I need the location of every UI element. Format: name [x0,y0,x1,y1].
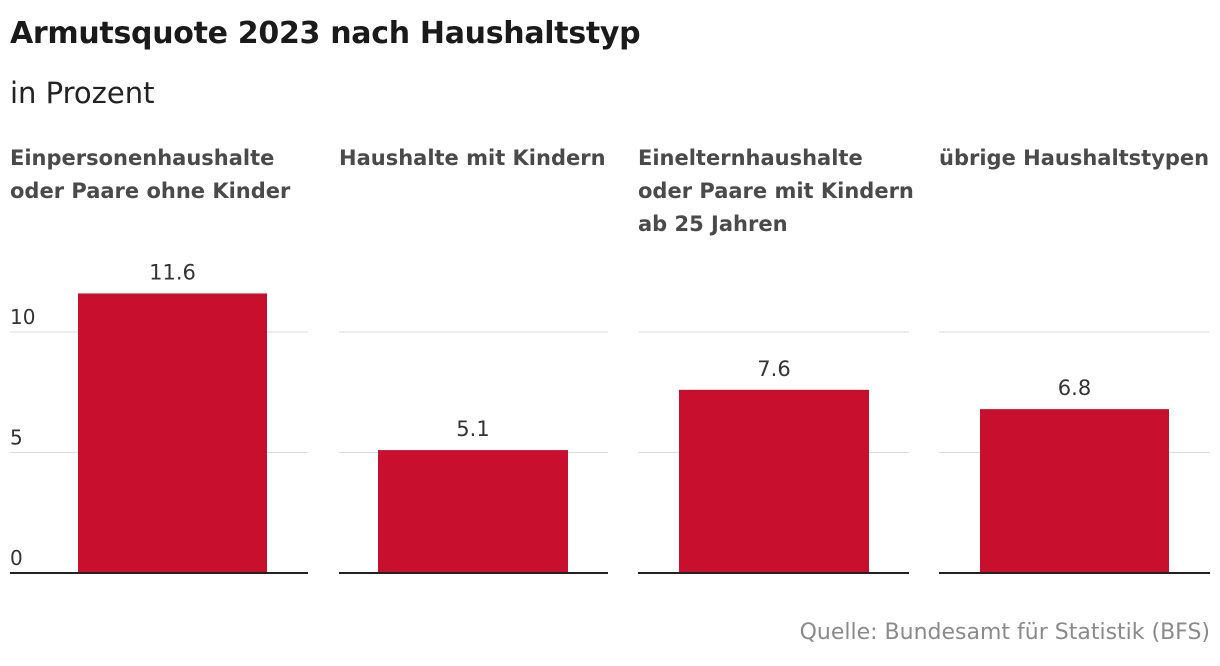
panel-title-3-line-0: übrige Haushaltstypen [939,146,1210,170]
panel-title-0-line-0: Einpersonenhaushalte [10,146,275,170]
panel-title-3: übrige Haushaltstypen [939,142,1209,175]
panel-title-2: Einelternhaushalte oder Paare mit Kinder… [638,142,914,241]
value-label-2: 7.6 [757,357,790,381]
chart-title: Armutsquote 2023 nach Haushaltstyp [10,16,641,51]
chart-subtitle: in Prozent [10,76,155,110]
y-tick-label-0: 0 [10,546,23,570]
source-note: Quelle: Bundesamt für Statistik (BFS) [799,620,1210,645]
y-tick-label-10: 10 [10,305,35,329]
value-label-0: 11.6 [149,260,196,284]
bar-0 [78,293,267,573]
bar-2 [679,389,869,573]
y-tick-label-5: 5 [10,426,23,450]
panel-title-1: Haushalte mit Kindern [339,142,606,175]
panel-title-0: Einpersonenhaushalte oder Paare ohne Kin… [10,142,290,208]
bar-3 [980,409,1169,573]
bar-1 [378,450,568,573]
panel-title-2-line-1: oder Paare mit Kindern [638,179,914,203]
panel-title-0-line-1: oder Paare ohne Kinder [10,179,291,203]
panel-title-1-line-0: Haushalte mit Kindern [339,146,606,170]
value-label-1: 5.1 [456,417,489,441]
panel-title-2-line-0: Einelternhaushalte [638,146,863,170]
panel-title-2-line-2: ab 25 Jahren [638,212,788,236]
value-label-3: 6.8 [1058,376,1091,400]
